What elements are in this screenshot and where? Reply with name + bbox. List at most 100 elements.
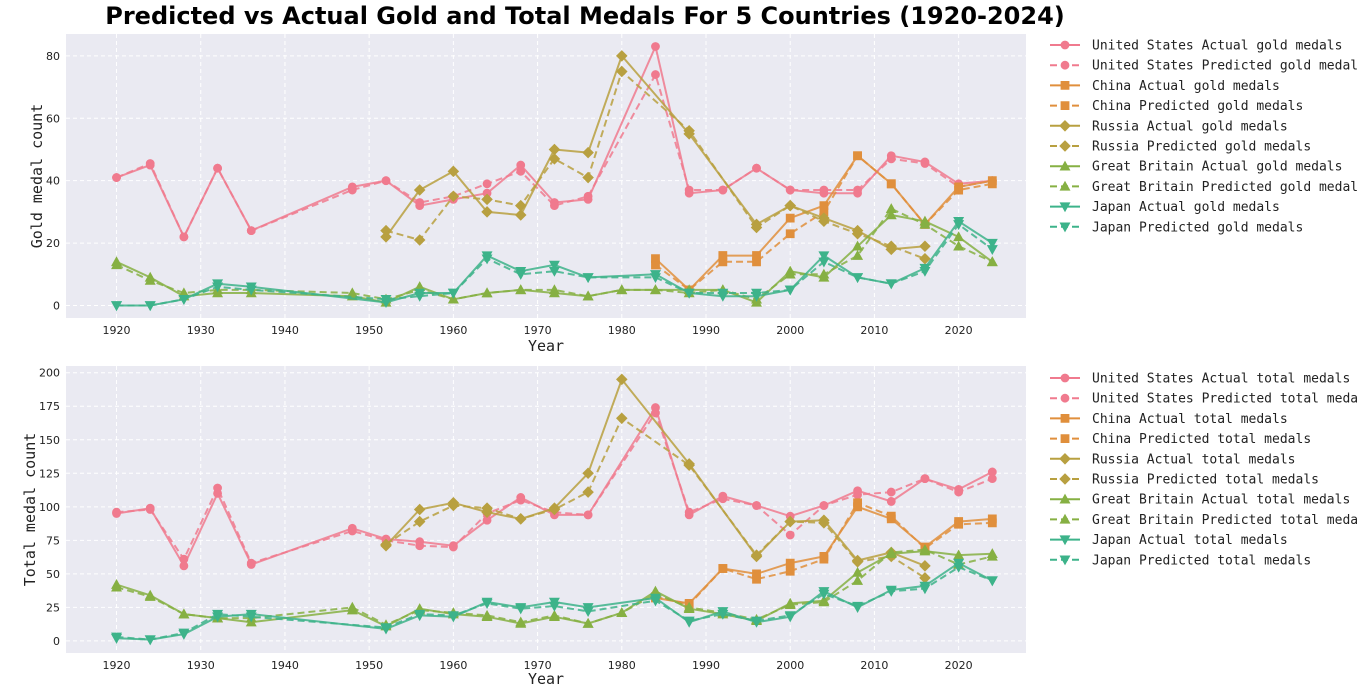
gold-data-point: [514, 209, 527, 221]
gold-data-point: [550, 201, 559, 211]
total-data-point: [953, 562, 965, 573]
total-data-point: [380, 538, 392, 551]
total-legend-entry: Great Britain Predicted total medals: [1050, 513, 1359, 528]
total-y-tick-label: 0: [53, 635, 60, 648]
gold-data-point: [683, 288, 695, 299]
gold-legend: United States Actual gold medals United S…: [1050, 39, 1359, 235]
gold-x-tick-label: 1960: [439, 324, 467, 337]
gold-legend-entry: China Predicted gold medals: [1050, 99, 1303, 114]
gold-data-point: [413, 184, 426, 196]
total-data-point: [448, 542, 458, 552]
gold-data-point: [179, 232, 189, 242]
total-y-tick-label: 150: [39, 434, 60, 447]
total-legend-label: Great Britain Predicted total medals: [1092, 513, 1359, 528]
gold-legend-label: Japan Actual gold medals: [1092, 200, 1280, 215]
total-data-point: [413, 503, 426, 516]
gold-legend-marker: [1060, 81, 1070, 90]
total-data-point: [987, 518, 997, 528]
gold-data-point: [380, 224, 392, 237]
gold-data-point: [684, 185, 694, 195]
gold-x-tick-label: 1980: [608, 324, 636, 337]
gold-legend-entry: Great Britain Predicted gold medals: [1050, 180, 1359, 195]
total-data-point: [380, 623, 392, 634]
gold-data-point: [886, 154, 896, 164]
total-x-tick-label: 1990: [692, 659, 720, 672]
total-x-tick-label: 2010: [860, 659, 888, 672]
gold-data-point: [718, 257, 728, 267]
total-legend-entry: Japan Actual total medals: [1050, 533, 1288, 548]
gold-data-point: [515, 270, 527, 280]
gold-data-point: [481, 254, 493, 265]
gold-data-point: [954, 185, 964, 195]
total-x-tick-label: 1920: [103, 659, 131, 672]
total-data-point: [582, 486, 594, 498]
total-legend-marker: [1059, 535, 1071, 546]
total-data-point: [819, 501, 829, 510]
gold-x-axis-label: Year: [528, 337, 564, 355]
total-legend-marker: [1060, 413, 1070, 423]
total-x-tick-label: 1950: [355, 659, 383, 672]
gold-legend-entry: Great Britain Actual gold medals: [1050, 160, 1342, 175]
gold-data-point: [447, 293, 459, 304]
total-legend-label: China Actual total medals: [1092, 412, 1288, 427]
gold-legend-marker: [1059, 160, 1071, 171]
gold-legend-label: Great Britain Actual gold medals: [1092, 160, 1342, 175]
total-data-point: [852, 601, 864, 612]
total-data-point: [919, 584, 931, 595]
gold-x-tick-label: 2000: [776, 324, 804, 337]
gold-data-point: [886, 179, 896, 189]
gold-legend-label: Russia Predicted gold medals: [1092, 140, 1311, 155]
gold-data-point: [414, 291, 426, 302]
gold-data-point: [717, 288, 729, 299]
gold-data-point: [145, 159, 155, 168]
gold-data-point: [986, 245, 998, 255]
gold-data-point: [852, 273, 864, 284]
total-legend-entry: United States Predicted total medals: [1050, 392, 1359, 407]
gold-data-point: [515, 284, 527, 295]
gold-legend-entry: Russia Predicted gold medals: [1050, 140, 1311, 155]
total-data-point: [144, 635, 156, 646]
total-x-tick-label: 1970: [524, 659, 552, 672]
gold-legend-label: Russia Actual gold medals: [1092, 119, 1288, 134]
gold-medals-panel: 1920 1930 1940 1950 1960 1970 1980 1990 2000 2010…: [28, 34, 1359, 355]
gold-data-point: [920, 159, 930, 168]
gold-data-point: [346, 287, 358, 298]
total-legend-entry: China Predicted total medals: [1050, 432, 1311, 447]
total-data-point: [752, 574, 761, 584]
gold-data-point: [213, 163, 222, 173]
total-legend-entry: Russia Actual total medals: [1050, 452, 1296, 467]
gold-data-point: [751, 288, 763, 299]
total-y-tick-label: 200: [39, 367, 60, 380]
total-series-line-united-states-predicted-total-medals: [116, 411, 993, 565]
total-x-tick-label: 1930: [187, 659, 215, 672]
total-x-tick-label: 2000: [776, 659, 804, 672]
total-legend: United States Actual total medals United …: [1050, 372, 1359, 568]
total-data-point: [178, 608, 190, 619]
gold-data-point: [649, 284, 661, 295]
gold-data-point: [582, 146, 594, 159]
gold-legend-label: United States Actual gold medals: [1092, 39, 1342, 54]
total-data-point: [684, 507, 694, 517]
gold-x-tick-label: 2010: [860, 324, 888, 337]
total-data-point: [347, 526, 357, 536]
total-data-point: [582, 467, 594, 480]
gold-data-point: [616, 284, 628, 295]
total-data-point: [548, 601, 560, 612]
gold-data-point: [785, 213, 795, 223]
total-legend-marker: [1060, 373, 1070, 383]
gold-data-point: [919, 240, 931, 252]
total-data-point: [683, 616, 695, 627]
gold-data-point: [885, 279, 897, 290]
total-legend-entry: Russia Predicted total medals: [1050, 473, 1319, 488]
total-x-tick-label: 2020: [945, 659, 973, 672]
total-legend-label: Russia Predicted total medals: [1092, 473, 1319, 488]
total-data-point: [212, 609, 224, 620]
gold-data-point: [144, 301, 156, 312]
gold-series-japan-predicted-gold-medals: [111, 220, 998, 312]
total-data-point: [818, 589, 830, 600]
total-data-point: [582, 607, 594, 618]
total-legend-label: United States Actual total medals: [1092, 372, 1350, 387]
gold-data-point: [851, 227, 864, 240]
total-data-point: [548, 609, 560, 620]
gold-data-point: [481, 287, 493, 298]
